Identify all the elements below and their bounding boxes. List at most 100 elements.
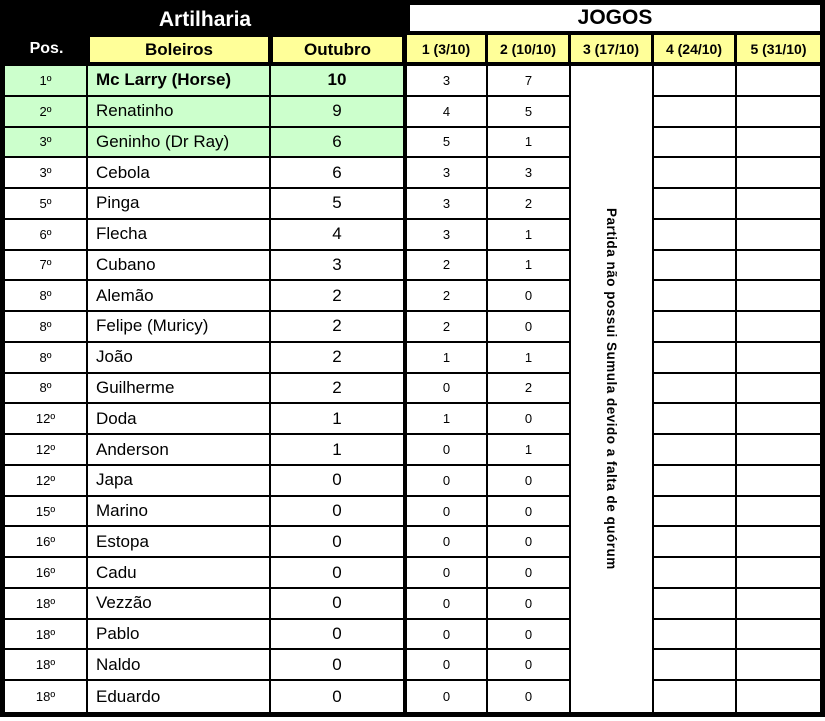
pos-cell[interactable]: 12º bbox=[5, 404, 88, 436]
game-2-score-cell[interactable]: 1 bbox=[488, 342, 571, 374]
game-4-empty-cell[interactable] bbox=[654, 66, 737, 97]
game-2-score-cell[interactable]: 0 bbox=[488, 527, 571, 559]
game-4-empty-cell[interactable] bbox=[654, 312, 737, 343]
game-4-empty-cell[interactable] bbox=[654, 619, 737, 651]
game-1-score-cell[interactable]: 1 bbox=[405, 342, 488, 374]
game-2-score-cell[interactable]: 2 bbox=[488, 373, 571, 405]
game-1-score-cell[interactable]: 0 bbox=[405, 681, 488, 712]
game-1-score-cell[interactable]: 0 bbox=[405, 465, 488, 497]
game-5-empty-cell[interactable] bbox=[737, 681, 820, 712]
player-name-cell[interactable]: Japa bbox=[88, 465, 271, 497]
player-name-cell[interactable]: Mc Larry (Horse) bbox=[88, 66, 271, 97]
game-2-score-cell[interactable]: 1 bbox=[488, 250, 571, 282]
game-1-score-cell[interactable]: 3 bbox=[405, 66, 488, 97]
pos-cell[interactable]: 18º bbox=[5, 681, 88, 712]
game-4-empty-cell[interactable] bbox=[654, 281, 737, 313]
game-2-score-cell[interactable]: 0 bbox=[488, 588, 571, 620]
game-2-score-cell[interactable]: 0 bbox=[488, 558, 571, 589]
game-1-score-cell[interactable]: 1 bbox=[405, 404, 488, 436]
game-2-score-cell[interactable]: 1 bbox=[488, 127, 571, 159]
game-5-empty-cell[interactable] bbox=[737, 435, 820, 466]
game-2-score-cell[interactable]: 0 bbox=[488, 312, 571, 343]
game-5-empty-cell[interactable] bbox=[737, 373, 820, 405]
player-name-cell[interactable]: João bbox=[88, 342, 271, 374]
game-4-empty-cell[interactable] bbox=[654, 127, 737, 159]
game-4-empty-cell[interactable] bbox=[654, 496, 737, 528]
merged-note-cell[interactable]: Partida não possui Sumula devido a falta… bbox=[571, 66, 654, 712]
game-1-score-cell[interactable]: 2 bbox=[405, 312, 488, 343]
player-name-cell[interactable]: Estopa bbox=[88, 527, 271, 559]
game-4-empty-cell[interactable] bbox=[654, 373, 737, 405]
game-4-empty-cell[interactable] bbox=[654, 404, 737, 436]
game-5-empty-cell[interactable] bbox=[737, 127, 820, 159]
outubro-total-cell[interactable]: 1 bbox=[271, 404, 405, 436]
game-5-empty-cell[interactable] bbox=[737, 496, 820, 528]
pos-cell[interactable]: 8º bbox=[5, 342, 88, 374]
outubro-total-cell[interactable]: 9 bbox=[271, 96, 405, 128]
player-name-cell[interactable]: Naldo bbox=[88, 650, 271, 682]
game-4-empty-cell[interactable] bbox=[654, 158, 737, 190]
game-2-score-cell[interactable]: 1 bbox=[488, 219, 571, 251]
outubro-total-cell[interactable]: 0 bbox=[271, 496, 405, 528]
game-4-empty-cell[interactable] bbox=[654, 558, 737, 589]
pos-cell[interactable]: 16º bbox=[5, 558, 88, 589]
player-name-cell[interactable]: Anderson bbox=[88, 435, 271, 466]
outubro-total-cell[interactable]: 2 bbox=[271, 342, 405, 374]
game-5-empty-cell[interactable] bbox=[737, 619, 820, 651]
game-2-score-cell[interactable]: 7 bbox=[488, 66, 571, 97]
player-name-cell[interactable]: Vezzão bbox=[88, 588, 271, 620]
game-1-score-cell[interactable]: 2 bbox=[405, 281, 488, 313]
outubro-total-cell[interactable]: 6 bbox=[271, 158, 405, 190]
outubro-total-cell[interactable]: 0 bbox=[271, 588, 405, 620]
pos-cell[interactable]: 8º bbox=[5, 373, 88, 405]
player-name-cell[interactable]: Felipe (Muricy) bbox=[88, 312, 271, 343]
pos-cell[interactable]: 6º bbox=[5, 219, 88, 251]
game-2-score-cell[interactable]: 0 bbox=[488, 650, 571, 682]
player-name-cell[interactable]: Geninho (Dr Ray) bbox=[88, 127, 271, 159]
game-5-empty-cell[interactable] bbox=[737, 312, 820, 343]
game-5-empty-cell[interactable] bbox=[737, 250, 820, 282]
game-2-score-cell[interactable]: 0 bbox=[488, 681, 571, 712]
game-2-score-cell[interactable]: 0 bbox=[488, 496, 571, 528]
outubro-total-cell[interactable]: 0 bbox=[271, 650, 405, 682]
outubro-total-cell[interactable]: 0 bbox=[271, 465, 405, 497]
outubro-total-cell[interactable]: 4 bbox=[271, 219, 405, 251]
game-4-empty-cell[interactable] bbox=[654, 342, 737, 374]
game-1-score-cell[interactable]: 5 bbox=[405, 127, 488, 159]
player-name-cell[interactable]: Renatinho bbox=[88, 96, 271, 128]
game-1-score-cell[interactable]: 3 bbox=[405, 219, 488, 251]
outubro-total-cell[interactable]: 0 bbox=[271, 619, 405, 651]
game-5-empty-cell[interactable] bbox=[737, 158, 820, 190]
game-2-score-cell[interactable]: 0 bbox=[488, 619, 571, 651]
game-4-empty-cell[interactable] bbox=[654, 527, 737, 559]
game-2-score-cell[interactable]: 0 bbox=[488, 281, 571, 313]
player-name-cell[interactable]: Eduardo bbox=[88, 681, 271, 712]
player-name-cell[interactable]: Marino bbox=[88, 496, 271, 528]
game-2-score-cell[interactable]: 2 bbox=[488, 189, 571, 220]
game-4-empty-cell[interactable] bbox=[654, 219, 737, 251]
outubro-total-cell[interactable]: 2 bbox=[271, 312, 405, 343]
pos-cell[interactable]: 2º bbox=[5, 96, 88, 128]
player-name-cell[interactable]: Cadu bbox=[88, 558, 271, 589]
pos-cell[interactable]: 7º bbox=[5, 250, 88, 282]
pos-cell[interactable]: 16º bbox=[5, 527, 88, 559]
game-4-empty-cell[interactable] bbox=[654, 465, 737, 497]
game-4-empty-cell[interactable] bbox=[654, 650, 737, 682]
outubro-total-cell[interactable]: 0 bbox=[271, 681, 405, 712]
pos-cell[interactable]: 3º bbox=[5, 127, 88, 159]
game-1-score-cell[interactable]: 0 bbox=[405, 435, 488, 466]
game-5-empty-cell[interactable] bbox=[737, 189, 820, 220]
outubro-total-cell[interactable]: 2 bbox=[271, 281, 405, 313]
game-5-empty-cell[interactable] bbox=[737, 404, 820, 436]
player-name-cell[interactable]: Guilherme bbox=[88, 373, 271, 405]
game-4-empty-cell[interactable] bbox=[654, 435, 737, 466]
game-5-empty-cell[interactable] bbox=[737, 650, 820, 682]
game-5-empty-cell[interactable] bbox=[737, 219, 820, 251]
player-name-cell[interactable]: Pinga bbox=[88, 189, 271, 220]
game-1-score-cell[interactable]: 0 bbox=[405, 527, 488, 559]
game-2-score-cell[interactable]: 3 bbox=[488, 158, 571, 190]
game-5-empty-cell[interactable] bbox=[737, 465, 820, 497]
pos-cell[interactable]: 12º bbox=[5, 435, 88, 466]
outubro-total-cell[interactable]: 10 bbox=[271, 66, 405, 97]
game-5-empty-cell[interactable] bbox=[737, 66, 820, 97]
